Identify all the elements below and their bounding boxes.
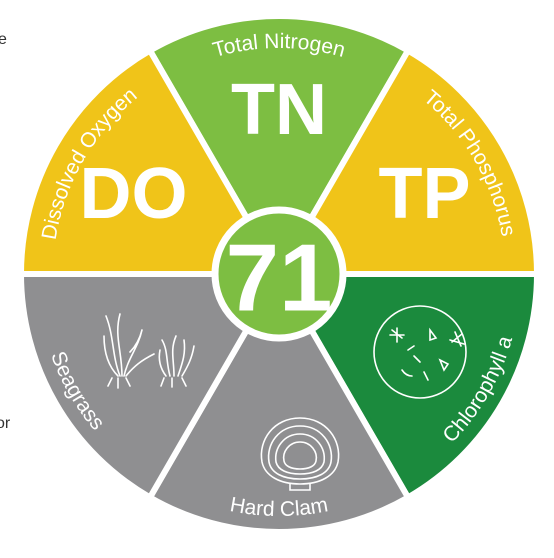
seagrass-icon bbox=[103, 313, 195, 389]
segment bbox=[145, 13, 413, 281]
segment bbox=[17, 46, 285, 277]
segment-abbreviation: DO bbox=[80, 154, 188, 234]
score: 71 bbox=[226, 225, 333, 332]
segment bbox=[145, 267, 413, 535]
segment bbox=[17, 271, 285, 502]
cropped-text: or bbox=[0, 415, 11, 432]
center: 71 bbox=[211, 206, 347, 342]
icons bbox=[103, 305, 467, 491]
clam-icon bbox=[260, 417, 340, 491]
plankton-icon bbox=[373, 305, 467, 399]
segment bbox=[273, 271, 541, 502]
segment bbox=[273, 46, 541, 277]
score-circle bbox=[211, 206, 347, 342]
segment-abbreviation: TN bbox=[231, 70, 327, 150]
segment-abbreviation: TP bbox=[378, 154, 470, 234]
cropped-text: e bbox=[0, 31, 7, 48]
